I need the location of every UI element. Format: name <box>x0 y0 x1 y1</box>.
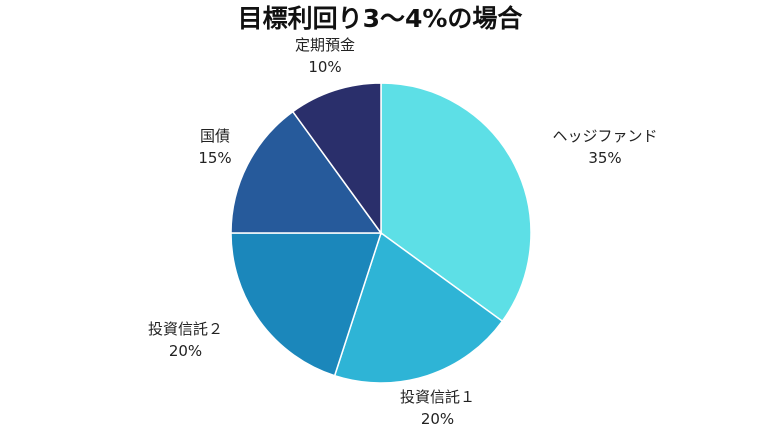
slice-percent: 15% <box>198 149 232 167</box>
slice-name: 投資信託１ <box>399 388 475 406</box>
slice-name: 投資信託２ <box>147 320 223 338</box>
pie-slice-1 <box>333 231 504 384</box>
slice-percent: 20% <box>420 410 455 428</box>
pie-slice-3 <box>230 110 383 234</box>
slice-name: ヘッジファンド <box>552 127 658 145</box>
slice-label-fund-2: 投資信託２ 20% <box>128 318 243 362</box>
slice-label-hedge-fund: ヘッジファンド 35% <box>545 125 665 169</box>
chart-title: 目標利回り3～4%の場合 <box>237 4 523 33</box>
slice-label-time-deposit: 定期預金 10% <box>280 34 370 78</box>
slice-percent: 10% <box>308 58 342 76</box>
slice-name: 定期預金 <box>294 36 355 54</box>
slice-label-govt-bond: 国債 15% <box>185 125 245 169</box>
pie-slice-4 <box>291 82 382 236</box>
slice-label-fund-1: 投資信託１ 20% <box>380 386 495 430</box>
slice-name: 国債 <box>199 127 230 145</box>
slice-percent: 35% <box>588 149 622 167</box>
pie-slice-2 <box>230 232 383 377</box>
slice-percent: 20% <box>168 342 203 360</box>
pie-slice-0 <box>380 82 532 323</box>
